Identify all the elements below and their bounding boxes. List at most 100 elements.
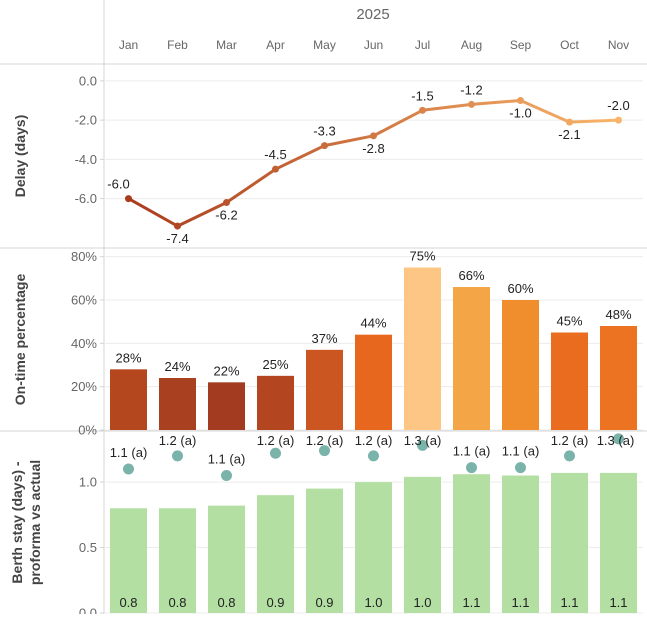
- y-tick-label: 40%: [71, 336, 97, 351]
- delay-point: [419, 106, 426, 114]
- ontime-bar: [257, 375, 294, 430]
- actual-dot: [515, 462, 526, 474]
- ontime-bar: [355, 334, 392, 430]
- actual-data-label: 1.2 (a): [355, 433, 393, 448]
- proforma-bar: [355, 482, 392, 613]
- y-tick-label: -6.0: [75, 191, 97, 206]
- month-label: Jun: [364, 38, 383, 52]
- actual-dot: [466, 462, 477, 474]
- chart-header: 2025: [356, 6, 389, 23]
- y-tick-label: 0.0: [79, 73, 97, 88]
- ontime-bar: [110, 369, 147, 430]
- month-label: Oct: [560, 38, 579, 52]
- delay-data-label: -4.5: [264, 147, 286, 162]
- month-label: Aug: [461, 38, 482, 52]
- y-tick-label: -4.0: [75, 152, 97, 167]
- y-tick-label: 0%: [78, 423, 97, 438]
- delay-point: [125, 195, 132, 203]
- proforma-data-label: 0.9: [266, 595, 284, 610]
- proforma-bar: [110, 508, 147, 613]
- delay-data-label: -2.0: [607, 98, 629, 113]
- actual-data-label: 1.1 (a): [110, 445, 148, 460]
- ontime-data-label: 22%: [213, 363, 239, 378]
- actual-dot: [172, 450, 183, 462]
- actual-dot: [368, 450, 379, 462]
- proforma-data-label: 0.8: [168, 595, 186, 610]
- actual-data-label: 1.2 (a): [257, 433, 295, 448]
- y-tick-label: 80%: [71, 249, 97, 264]
- actual-data-label: 1.1 (a): [502, 444, 540, 459]
- month-label: Nov: [608, 38, 629, 52]
- delay-point: [272, 165, 279, 173]
- chart-title: 2025: [356, 6, 389, 23]
- proforma-data-label: 1.1: [462, 595, 480, 610]
- y-tick-label: -2.0: [75, 113, 97, 128]
- delay-data-label: -1.0: [509, 106, 531, 121]
- month-label: Jan: [119, 38, 138, 52]
- ontime-data-label: 28%: [115, 350, 141, 365]
- actual-data-label: 1.2 (a): [551, 433, 589, 448]
- proforma-bar: [551, 472, 588, 613]
- actual-data-label: 1.2 (a): [306, 433, 344, 448]
- proforma-bar: [404, 476, 441, 613]
- delay-point: [370, 132, 377, 140]
- month-label: Sep: [510, 38, 532, 52]
- proforma-data-label: 1.1: [560, 595, 578, 610]
- delay-data-label: -2.8: [362, 141, 384, 156]
- delay-point: [517, 97, 524, 105]
- month-label: Jul: [415, 38, 430, 52]
- ontime-panel: 0% 20% 40% 60% 80% On-time percentage 28% 24% 22…: [12, 249, 643, 438]
- proforma-bar: [208, 505, 245, 613]
- ontime-data-label: 45%: [556, 314, 582, 329]
- y-axis-title: Berth stay (days) - proforma vs actual: [9, 460, 43, 585]
- delay-data-label: -1.5: [411, 88, 433, 103]
- y-tick-label: 60%: [71, 293, 97, 308]
- proforma-bar: [306, 488, 343, 613]
- delay-data-label: -6.0: [107, 177, 129, 192]
- delay-line: [127, 99, 620, 228]
- actual-dot: [417, 439, 428, 451]
- proforma-bar: [502, 475, 539, 613]
- proforma-data-label: 1.1: [511, 595, 529, 610]
- proforma-data-label: 0.9: [315, 595, 333, 610]
- proforma-data-label: 1.1: [609, 595, 627, 610]
- delay-point: [615, 116, 622, 124]
- y-tick-label: 0.5: [79, 540, 97, 555]
- ontime-bar: [404, 267, 441, 430]
- actual-dot: [270, 447, 281, 459]
- delay-point: [321, 142, 328, 150]
- ontime-data-label: 25%: [262, 357, 288, 372]
- delay-panel: 0.0 -2.0 -4.0 -6.0 Delay (days) -6.0 -7.4 -6.2 -…: [12, 73, 643, 246]
- proforma-data-label: 0.8: [119, 595, 137, 610]
- proforma-bar: [600, 472, 637, 613]
- ontime-data-label: 44%: [360, 316, 386, 331]
- ontime-data-label: 60%: [507, 281, 533, 296]
- delay-point: [174, 222, 181, 230]
- delay-data-label: -7.4: [166, 231, 188, 246]
- ontime-data-label: 24%: [164, 359, 190, 374]
- actual-data-label: 1.3 (a): [597, 433, 635, 448]
- actual-data-label: 1.1 (a): [208, 452, 246, 467]
- actual-data-label: 1.2 (a): [159, 433, 197, 448]
- ontime-bar: [208, 382, 245, 430]
- proforma-bar: [453, 474, 490, 613]
- ontime-bar: [306, 349, 343, 430]
- month-label: Apr: [266, 38, 285, 52]
- y-axis-title: On-time percentage: [12, 274, 28, 406]
- y-tick-label: 0.0: [79, 606, 97, 615]
- proforma-data-label: 1.0: [364, 595, 382, 610]
- ontime-bar: [600, 326, 637, 430]
- proforma-data-label: 1.0: [413, 595, 431, 610]
- delay-point: [566, 118, 573, 126]
- ontime-bar: [453, 287, 490, 430]
- proforma-data-label: 0.8: [217, 595, 235, 610]
- month-label: May: [313, 38, 336, 52]
- actual-dot: [319, 445, 330, 457]
- y-tick-label: 20%: [71, 379, 97, 394]
- delay-data-label: -2.1: [558, 127, 580, 142]
- y-axis-title: Delay (days): [12, 115, 28, 197]
- y-tick-label: 1.0: [79, 475, 97, 490]
- ontime-data-label: 48%: [605, 307, 631, 322]
